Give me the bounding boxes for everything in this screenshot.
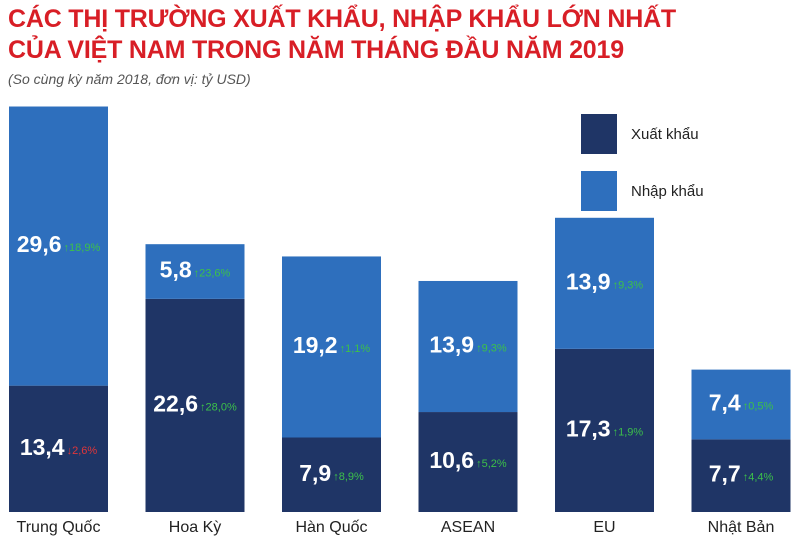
bar-import-eu (555, 217, 654, 349)
chart-subtitle: (So cùng kỳ năm 2018, đơn vị: tỷ USD) (8, 71, 251, 87)
category-label-eu: EU (593, 519, 615, 536)
export-hoa-ky-change: ↑28,0% (200, 401, 237, 413)
category-label-hoa-ky: Hoa Kỳ (169, 519, 221, 536)
export-han-quoc-change: ↑8,9% (333, 471, 364, 483)
chart-title-line-2: CỦA VIỆT NAM TRONG NĂM THÁNG ĐẦU NĂM 201… (8, 36, 624, 64)
import-han-quoc-change: ↑1,1% (340, 343, 371, 355)
import-trung-quoc-change: ↑18,9% (64, 242, 101, 254)
legend-swatch-import (581, 171, 617, 211)
chart-title: CÁC THỊ TRƯỜNG XUẤT KHẨU, NHẬP KHẨU LỚN … (8, 4, 676, 66)
import-nhat-ban-value: 7,4 (709, 390, 741, 416)
bar-export-trung-quoc (9, 385, 108, 512)
bar-export-asean (418, 412, 518, 512)
import-asean-label: 13,9 ↑9,3% (429, 332, 507, 358)
bar-export-hoa-ky (145, 298, 245, 512)
import-trung-quoc-label: 29,6 ↑18,9% (17, 231, 101, 257)
export-asean-change: ↑5,2% (476, 458, 507, 470)
export-han-quoc-label: 7,9 ↑8,9% (299, 460, 364, 486)
import-hoa-ky-value: 5,8 (160, 257, 192, 283)
import-asean-change: ↑9,3% (476, 342, 507, 354)
legend-label-export: Xuất khẩu (631, 126, 699, 143)
export-trung-quoc-label: 13,4 ↓2,6% (20, 434, 98, 460)
export-nhat-ban-change: ↑4,4% (743, 472, 774, 484)
import-han-quoc-label: 19,2 ↑1,1% (293, 332, 371, 358)
category-label-han-quoc: Hàn Quốc (295, 519, 367, 536)
bar-import-hoa-ky (145, 244, 245, 299)
bar-import-asean (418, 280, 518, 413)
export-nhat-ban-label: 7,7 ↑4,4% (709, 461, 774, 487)
import-hoa-ky-label: 5,8 ↑23,6% (160, 257, 231, 283)
bar-import-nhat-ban (691, 369, 791, 440)
import-hoa-ky-change: ↑23,6% (194, 267, 231, 279)
export-trung-quoc-change: ↓2,6% (67, 445, 98, 457)
bar-export-han-quoc (282, 437, 381, 512)
export-hoa-ky-value: 22,6 (153, 391, 198, 417)
import-eu-value: 13,9 (566, 268, 611, 294)
category-label-nhat-ban: Nhật Bản (708, 519, 775, 536)
bar-export-nhat-ban (691, 439, 791, 512)
bar-export-eu (555, 348, 654, 512)
export-nhat-ban-value: 7,7 (709, 461, 741, 487)
import-eu-label: 13,9 ↑9,3% (566, 268, 644, 294)
export-asean-label: 10,6 ↑5,2% (429, 447, 507, 473)
chart-title-line-1: CÁC THỊ TRƯỜNG XUẤT KHẨU, NHẬP KHẨU LỚN … (8, 5, 676, 33)
legend-label-import: Nhập khẩu (631, 183, 704, 200)
category-label-asean: ASEAN (441, 519, 495, 536)
import-han-quoc-value: 19,2 (293, 332, 338, 358)
category-label-trung-quoc: Trung Quốc (17, 519, 101, 536)
export-trung-quoc-value: 13,4 (20, 434, 65, 460)
legend-swatch-export (581, 114, 617, 154)
import-asean-value: 13,9 (429, 332, 474, 358)
export-eu-change: ↑1,9% (613, 426, 644, 438)
import-eu-change: ↑9,3% (613, 279, 644, 291)
import-trung-quoc-value: 29,6 (17, 231, 62, 257)
import-nhat-ban-change: ↑0,5% (743, 400, 774, 412)
bar-import-han-quoc (282, 256, 381, 438)
import-nhat-ban-label: 7,4 ↑0,5% (709, 390, 774, 416)
bars-group (9, 106, 791, 512)
export-eu-value: 17,3 (566, 416, 611, 442)
labels-group: 13,4 ↓2,6% 29,6 ↑18,9% Trung Quốc 22,6 ↑28,0% 5… (17, 231, 775, 536)
export-han-quoc-value: 7,9 (299, 460, 331, 486)
bar-import-trung-quoc (9, 106, 108, 386)
legend: Xuất khẩu Nhập khẩu (581, 114, 704, 211)
export-hoa-ky-label: 22,6 ↑28,0% (153, 391, 237, 417)
export-eu-label: 17,3 ↑1,9% (566, 416, 644, 442)
export-asean-value: 10,6 (429, 447, 474, 473)
